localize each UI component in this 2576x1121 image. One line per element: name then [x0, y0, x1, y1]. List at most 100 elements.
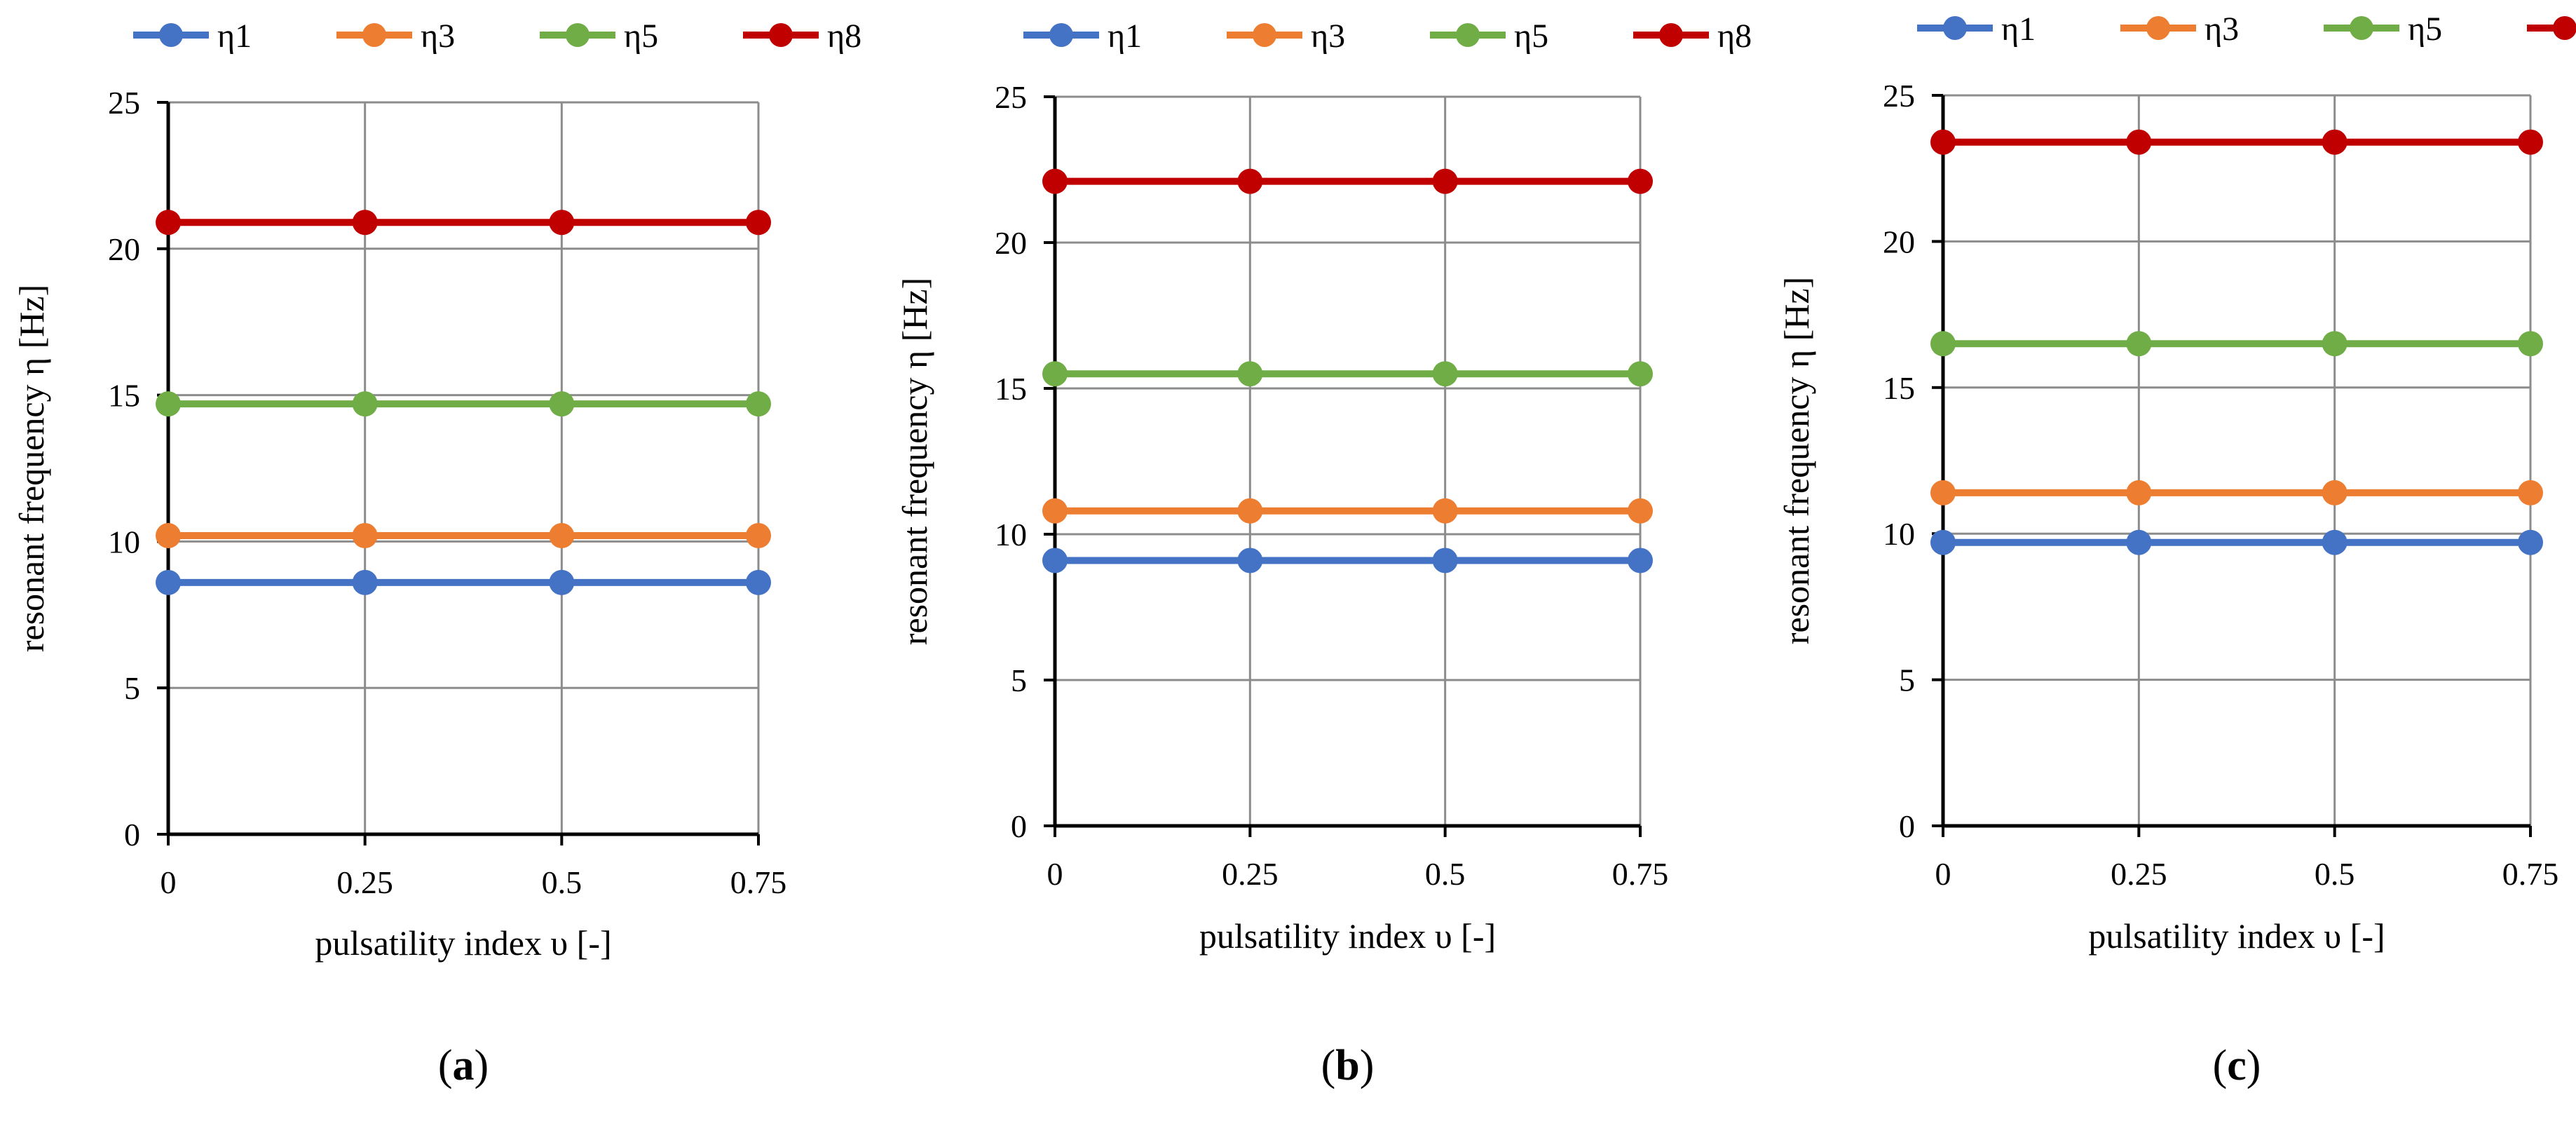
data-point [1628, 548, 1653, 573]
data-point [156, 391, 181, 417]
data-point [156, 569, 181, 595]
legend-label: η1 [1108, 18, 1142, 55]
legend-marker [769, 23, 793, 47]
data-point [2126, 129, 2152, 155]
x-axis-title: pulsatility index υ [-] [1199, 916, 1496, 956]
data-point [1237, 548, 1263, 573]
legend-marker [1659, 23, 1683, 47]
legend-marker [1253, 23, 1276, 47]
data-point [1432, 548, 1458, 573]
y-tick-label: 25 [995, 79, 1027, 115]
legend-label: η1 [2001, 11, 2036, 48]
legend-label: η3 [1311, 18, 1345, 55]
legend-label: η3 [421, 18, 455, 55]
data-point [352, 391, 378, 417]
data-point [2126, 331, 2152, 357]
data-point [1432, 168, 1458, 194]
x-tick-label: 0.25 [1222, 856, 1279, 892]
data-point [1432, 498, 1458, 524]
data-point [2322, 480, 2347, 505]
x-tick-label: 0.5 [2315, 856, 2355, 892]
data-point [1042, 168, 1068, 194]
y-tick-label: 10 [995, 517, 1027, 552]
panel-label: (a) [438, 1042, 489, 1089]
data-point [2518, 480, 2543, 505]
panel-label: (b) [1321, 1042, 1375, 1089]
y-axis-title: resonant frequency η [Hz] [1777, 277, 1816, 645]
legend-marker [1943, 16, 1967, 40]
data-point [1628, 361, 1653, 387]
chart-panel-1: 0 5 10 15 20 25 0 0.25 0.5 0.75 pulsatility index … [12, 18, 861, 1089]
data-point [1930, 480, 1956, 505]
data-point [2126, 529, 2152, 555]
y-tick-label: 10 [108, 524, 140, 559]
y-tick-label: 15 [108, 378, 140, 414]
y-tick-label: 0 [124, 817, 140, 852]
y-tick-label: 20 [1883, 224, 1915, 259]
x-tick-label: 0 [161, 864, 177, 900]
legend-marker [159, 23, 183, 47]
data-point [156, 523, 181, 549]
x-tick-label: 0.75 [2502, 856, 2559, 892]
x-tick-label: 0.75 [1612, 856, 1669, 892]
data-point [1237, 168, 1263, 194]
y-tick-label: 15 [1883, 370, 1915, 406]
y-tick-label: 25 [108, 85, 140, 121]
y-tick-label: 10 [1883, 516, 1915, 552]
data-point [1628, 168, 1653, 194]
data-point [352, 210, 378, 236]
legend-label: η5 [2408, 11, 2442, 48]
data-point [1042, 361, 1068, 387]
x-axis-title: pulsatility index υ [-] [2088, 916, 2385, 956]
data-point [2518, 529, 2543, 555]
data-point [746, 523, 771, 549]
y-tick-label: 15 [995, 371, 1027, 407]
legend-marker [1049, 23, 1073, 47]
x-tick-label: 0.5 [542, 864, 582, 900]
data-point [549, 391, 575, 417]
legend-label: η5 [624, 18, 658, 55]
y-tick-label: 5 [1899, 663, 1915, 698]
x-tick-label: 0.25 [336, 864, 393, 900]
data-point [1237, 498, 1263, 524]
data-point [2322, 529, 2347, 555]
x-axis-title: pulsatility index υ [-] [315, 923, 611, 963]
data-point [2126, 480, 2152, 505]
data-point [1042, 498, 1068, 524]
data-point [1042, 548, 1068, 573]
data-point [746, 210, 771, 236]
data-point [156, 210, 181, 236]
y-tick-label: 20 [108, 231, 140, 267]
legend-label: η3 [2204, 11, 2239, 48]
chart-panel-2: 0 5 10 15 20 25 0 0.25 0.5 0.75 pulsatility index … [895, 18, 1752, 1089]
x-tick-label: 0 [1047, 856, 1063, 892]
chart-panel-3: 0 5 10 15 20 25 0 0.25 0.5 0.75 pulsatility index … [1777, 11, 2576, 1089]
x-tick-label: 0.5 [1425, 856, 1466, 892]
data-point [2518, 331, 2543, 357]
data-point [1930, 129, 1956, 155]
legend-marker [2350, 16, 2373, 40]
y-tick-label: 20 [995, 225, 1027, 261]
data-point [1930, 529, 1956, 555]
data-point [549, 210, 575, 236]
data-point [1930, 331, 1956, 357]
y-tick-label: 5 [124, 670, 140, 706]
data-point [1432, 361, 1458, 387]
legend-marker [1456, 23, 1480, 47]
legend-label: η8 [827, 18, 861, 55]
y-tick-label: 5 [1011, 663, 1027, 698]
data-point [1237, 361, 1263, 387]
y-tick-label: 0 [1899, 808, 1915, 844]
data-point [2322, 331, 2347, 357]
legend-marker [362, 23, 386, 47]
y-axis-title: resonant frequency η [Hz] [895, 278, 934, 646]
x-tick-label: 0.75 [730, 864, 787, 900]
data-point [2518, 129, 2543, 155]
x-tick-label: 0 [1935, 856, 1951, 892]
data-point [549, 569, 575, 595]
data-point [1628, 498, 1653, 524]
data-point [746, 569, 771, 595]
panel-label: (c) [2213, 1042, 2261, 1089]
legend-marker [2146, 16, 2170, 40]
